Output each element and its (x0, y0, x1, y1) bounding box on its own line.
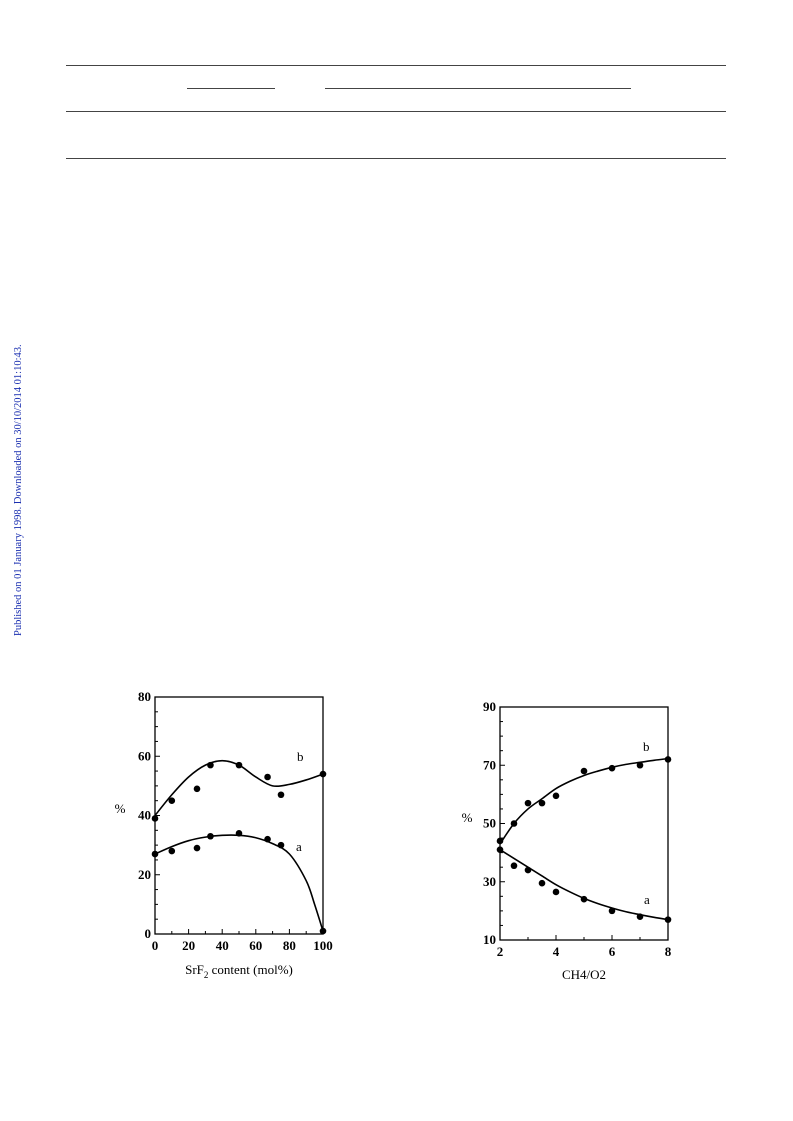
series-b-data-point (608, 764, 616, 772)
series-label-a: a (644, 892, 650, 907)
series-a-fit-curve (154, 834, 324, 932)
chart-ch4-o2-ratio: 2 4 6 8 10 30 50 70 90 % CH4/O2 b a (462, 699, 672, 982)
y-tick-label: 50 (483, 816, 496, 831)
series-a-fit-curve (499, 849, 669, 921)
series-a-data-point (636, 913, 644, 920)
series-label-b: b (297, 749, 304, 764)
y-tick-label: 60 (138, 748, 151, 763)
series-b-data-point (151, 815, 159, 822)
x-tick-label: 60 (249, 938, 262, 953)
table-bottom-rule (66, 158, 726, 159)
x-axis-label: SrF2 content (mol%) (185, 962, 293, 980)
series-b-data-point (235, 761, 243, 769)
table-group-rule-left (187, 88, 275, 89)
y-tick-label: 20 (138, 867, 151, 882)
series-b-data-point (168, 797, 176, 804)
publication-note-text: Published on 01 January 1998. Downloaded… (13, 344, 24, 636)
series-a-data-point (664, 916, 672, 923)
series-b-data-point (552, 792, 560, 800)
series-a-data-point (608, 907, 616, 915)
table-group-rule-right (325, 88, 631, 89)
x-axis-label: CH4/O2 (562, 967, 606, 982)
series-a-data-point (277, 841, 285, 849)
series-b-data-point (264, 773, 271, 781)
series-a-data-point (264, 835, 271, 843)
series-a-data-point (207, 832, 214, 840)
series-a-data-point (496, 846, 504, 854)
series-b-data-point (580, 767, 588, 775)
series-a-data-point (538, 879, 546, 887)
x-tick-label: 0 (152, 938, 159, 953)
y-tick-label: 30 (483, 874, 496, 889)
x-tick-label: 20 (182, 938, 195, 953)
series-a-data-point (319, 927, 327, 935)
y-tick-label: 10 (483, 932, 496, 947)
plot-frame (154, 696, 324, 935)
y-tick-label: 0 (145, 926, 152, 941)
y-tick-label: 80 (138, 689, 151, 704)
y-tick-label: 90 (483, 699, 496, 714)
series-b-data-point (319, 770, 327, 778)
series-a-data-point (580, 895, 588, 903)
series-a-data-point (552, 888, 560, 896)
x-tick-label: 80 (283, 938, 296, 953)
series-a-data-point (510, 862, 518, 870)
series-label-b: b (643, 739, 650, 754)
series-b-data-point (496, 837, 504, 845)
x-tick-label: 40 (216, 938, 229, 953)
series-b-data-point (193, 785, 201, 793)
series-b-data-point (277, 791, 285, 799)
table-header-rule (66, 111, 726, 112)
x-tick-label: 4 (553, 944, 560, 959)
y-tick-label: 40 (138, 808, 151, 823)
x-tick-label: 8 (665, 944, 672, 959)
series-label-a: a (296, 839, 302, 854)
chart-srf2-content: 0 20 40 60 80 100 0 20 40 60 80 % SrF2 content (mo… (115, 689, 333, 980)
x-tick-label: 100 (313, 938, 333, 953)
series-a-data-point (168, 847, 176, 855)
series-a-data-point (151, 850, 159, 858)
series-b-data-point (207, 761, 214, 769)
y-axis-label: % (462, 810, 473, 825)
series-b-data-point (636, 761, 644, 769)
y-tick-label: 70 (483, 757, 496, 772)
series-b-data-point (664, 756, 672, 763)
x-tick-label: 2 (497, 944, 504, 959)
series-b-fit-curve (154, 759, 324, 817)
series-a-data-point (524, 866, 532, 874)
series-b-data-point (510, 820, 518, 827)
series-a-data-point (235, 829, 243, 837)
series-a-data-point (193, 844, 201, 852)
series-b-data-point (524, 799, 532, 807)
series-b-data-point (538, 799, 546, 807)
x-tick-label: 6 (609, 944, 616, 959)
table-top-rule (66, 65, 726, 66)
y-axis-label: % (115, 801, 126, 816)
